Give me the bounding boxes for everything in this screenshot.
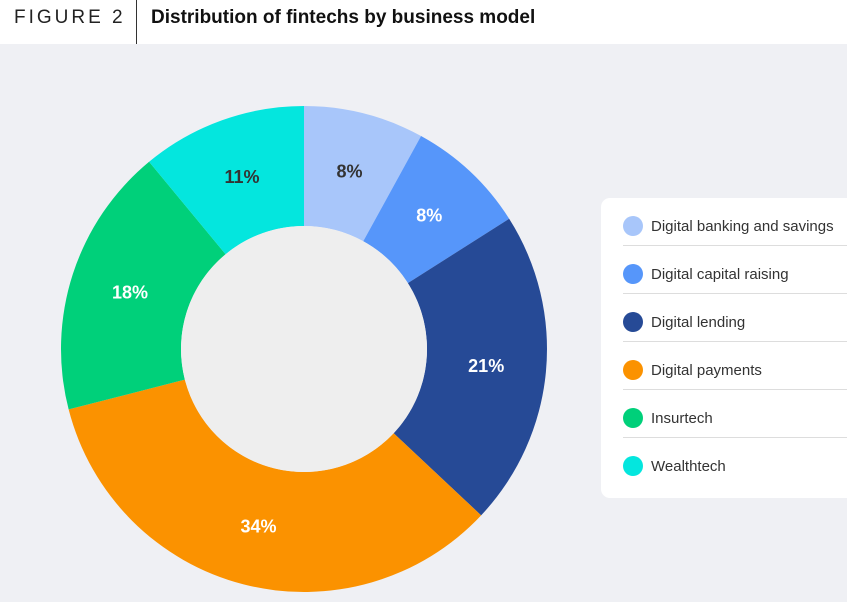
donut-chart: 8% 8% 21% 34% 18% 11% (60, 106, 548, 593)
data-label-digital-lending: 21% (468, 356, 504, 376)
slice-digital-lending (393, 218, 548, 516)
legend-swatch (623, 216, 643, 236)
legend-divider (623, 389, 847, 390)
legend-divider (623, 341, 847, 342)
data-label-insurtech: 18% (112, 282, 148, 302)
slice-digital-capital-raising (363, 136, 510, 284)
legend-label: Digital lending (651, 314, 746, 331)
legend-swatch (623, 456, 643, 476)
legend-item-digital-banking: Digital banking and savings (623, 198, 847, 246)
chart-title: Distribution of fintechs by business mod… (151, 7, 536, 28)
legend-divider (623, 437, 847, 438)
legend-item-digital-payments: Digital payments (623, 342, 847, 390)
legend-divider (623, 245, 847, 246)
slice-insurtech (60, 161, 226, 410)
legend-item-wealthtech: Wealthtech (623, 438, 847, 486)
legend-swatch (623, 312, 643, 332)
legend-item-digital-lending: Digital lending (623, 294, 847, 342)
legend-label: Digital capital raising (651, 266, 789, 283)
data-label-digital-capital-raising: 8% (416, 206, 442, 226)
legend-label: Digital banking and savings (651, 218, 834, 235)
legend-item-digital-capital-raising: Digital capital raising (623, 246, 847, 294)
legend-label: Digital payments (651, 362, 762, 379)
figure-header: FIGURE 2 Distribution of fintechs by bus… (0, 0, 847, 44)
slice-digital-banking-and-savings (304, 106, 422, 242)
data-label-digital-banking-and-savings: 8% (337, 162, 363, 182)
legend-item-insurtech: Insurtech (623, 390, 847, 438)
slice-wealthtech (149, 106, 304, 255)
data-label-wealthtech: 11% (224, 167, 259, 187)
figure-label: FIGURE 2 (14, 7, 126, 28)
legend-swatch (623, 408, 643, 428)
header-divider (136, 0, 137, 44)
legend-label: Insurtech (651, 410, 713, 427)
legend-swatch (623, 360, 643, 380)
legend-swatch (623, 264, 643, 284)
chart-legend: Digital banking and savings Digital capi… (601, 198, 847, 498)
legend-divider (623, 293, 847, 294)
legend-label: Wealthtech (651, 458, 726, 475)
data-label-digital-payments: 34% (240, 516, 276, 536)
donut-hole (181, 226, 427, 472)
slice-digital-payments (68, 379, 482, 593)
